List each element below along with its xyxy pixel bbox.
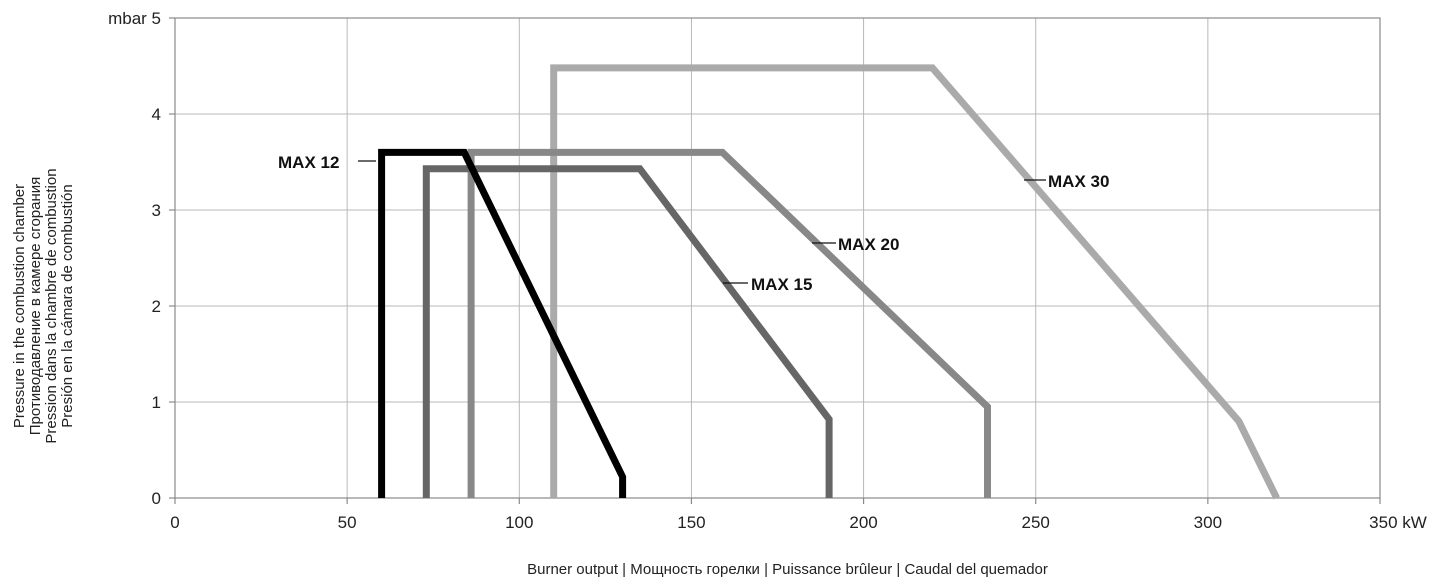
x-tick-label: 150 bbox=[677, 513, 705, 532]
x-axis-title: Burner output | Мощность горелки | Puiss… bbox=[527, 561, 1048, 578]
series-label: MAX 15 bbox=[751, 275, 812, 294]
x-tick-label: 350 kW bbox=[1369, 513, 1427, 532]
y-tick-label: 1 bbox=[152, 393, 161, 412]
x-tick-label: 50 bbox=[338, 513, 357, 532]
series-label: MAX 30 bbox=[1048, 172, 1109, 191]
x-tick-label: 200 bbox=[849, 513, 877, 532]
y-axis-title-line: Pressure in the combustion chamber bbox=[11, 184, 28, 428]
series-line-max-30 bbox=[550, 64, 1280, 500]
x-tick-label: 100 bbox=[505, 513, 533, 532]
y-tick-label: 4 bbox=[152, 105, 161, 124]
x-tick-label: 300 bbox=[1194, 513, 1222, 532]
y-tick-label: 3 bbox=[152, 201, 161, 220]
series-label: MAX 12 bbox=[278, 153, 339, 172]
y-axis-ticks: 0 1 2 3 4 mbar 5 bbox=[108, 9, 175, 508]
y-tick-label: 2 bbox=[152, 297, 161, 316]
series-lines bbox=[378, 64, 1280, 500]
y-axis-title-line: Pression dans la chambre de combustion bbox=[43, 168, 60, 443]
series-label: MAX 20 bbox=[838, 235, 899, 254]
series-line-max-15 bbox=[422, 165, 833, 498]
y-axis-title-line: Presión en la cámara de combustión bbox=[59, 184, 76, 427]
x-axis-ticks: 0 50 100 150 200 250 300 350 kW bbox=[170, 498, 1427, 532]
grid bbox=[175, 18, 1380, 498]
x-tick-label: 250 bbox=[1022, 513, 1050, 532]
series-labels: MAX 12 MAX 15 MAX 20 MAX 30 bbox=[278, 153, 1109, 294]
y-tick-label: mbar 5 bbox=[108, 9, 161, 28]
series-line-max-20 bbox=[467, 148, 991, 498]
y-axis-title: Pressure in the combustion chamber Против… bbox=[11, 168, 76, 443]
x-tick-label: 0 bbox=[170, 513, 179, 532]
y-axis-title-line: Противодавление в камере сгорания bbox=[27, 177, 44, 436]
series-line-max-12 bbox=[378, 148, 627, 498]
y-tick-label: 0 bbox=[152, 489, 161, 508]
plot-area-frame bbox=[174, 17, 1381, 499]
